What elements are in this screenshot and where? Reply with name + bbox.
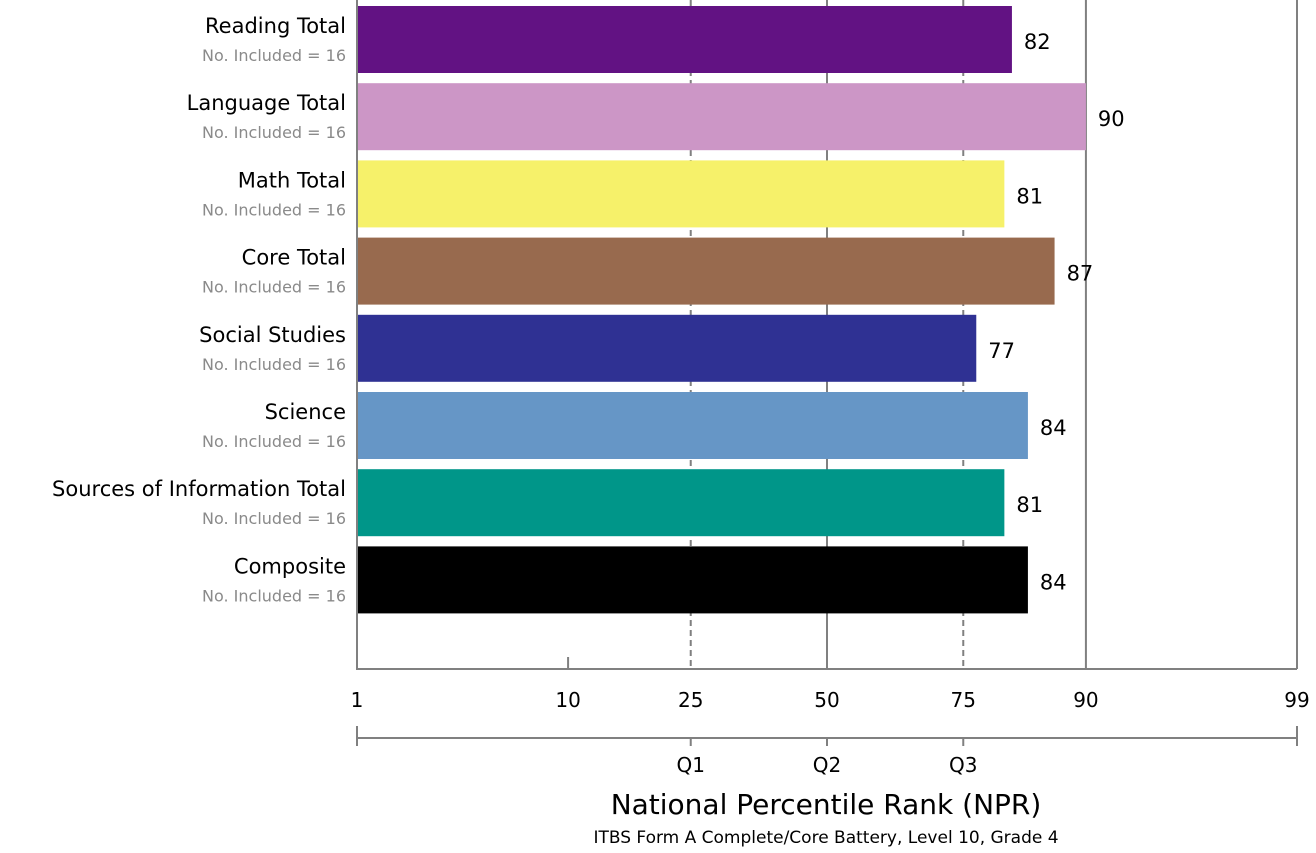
category-sublabel-4: No. Included = 16 [202, 355, 346, 374]
x-axis: 1 10 25 50 75 90 99 Q1 Q2 Q3 [351, 0, 1310, 777]
value-label-6: 81 [1016, 493, 1043, 517]
value-label-3: 87 [1067, 262, 1094, 286]
x-tick-label-10: 10 [555, 688, 580, 712]
category-sublabel-1: No. Included = 16 [202, 123, 346, 142]
x-tick-label-75: 75 [951, 688, 976, 712]
value-label-0: 82 [1024, 30, 1051, 54]
value-label-2: 81 [1016, 184, 1043, 208]
x-tick-label-90: 90 [1073, 688, 1098, 712]
value-label-7: 84 [1040, 570, 1067, 594]
bar-4 [358, 314, 977, 382]
bar-5 [358, 392, 1028, 459]
x-tick-label-99: 99 [1284, 688, 1309, 712]
quartile-label-Q3: Q3 [949, 753, 977, 777]
bar-0 [358, 6, 1012, 73]
category-sublabel-2: No. Included = 16 [202, 200, 346, 219]
quartile-label-Q2: Q2 [813, 753, 841, 777]
category-labels: Reading Total No. Included = 16 Language T… [52, 14, 346, 605]
bar-1 [358, 83, 1086, 151]
category-label-4: Social Studies [199, 323, 346, 347]
value-label-1: 90 [1098, 107, 1125, 131]
category-sublabel-5: No. Included = 16 [202, 432, 346, 451]
category-label-7: Composite [234, 554, 346, 578]
category-label-0: Reading Total [205, 14, 346, 38]
category-label-5: Science [265, 400, 346, 424]
category-label-6: Sources of Information Total [52, 477, 346, 501]
bar-7 [358, 546, 1028, 614]
category-sublabel-0: No. Included = 16 [202, 46, 346, 65]
x-tick-label-50: 50 [814, 688, 839, 712]
category-sublabel-7: No. Included = 16 [202, 586, 346, 605]
bar-3 [358, 237, 1055, 305]
x-tick-label-25: 25 [678, 688, 703, 712]
quartile-label-Q1: Q1 [676, 753, 704, 777]
bar-6 [358, 469, 1005, 537]
category-label-3: Core Total [242, 246, 346, 270]
value-label-5: 84 [1040, 416, 1067, 440]
x-axis-title: National Percentile Rank (NPR) [611, 788, 1042, 821]
category-sublabel-3: No. Included = 16 [202, 278, 346, 297]
bars: 82 90 81 87 77 84 81 84 [358, 6, 1125, 614]
category-label-1: Language Total [187, 91, 346, 115]
bar-2 [358, 160, 1005, 228]
x-tick-label-1: 1 [351, 688, 364, 712]
category-label-2: Math Total [238, 168, 346, 192]
category-sublabel-6: No. Included = 16 [202, 509, 346, 528]
value-label-4: 77 [988, 339, 1015, 363]
x-axis-subtitle: ITBS Form A Complete/Core Battery, Level… [593, 828, 1058, 848]
